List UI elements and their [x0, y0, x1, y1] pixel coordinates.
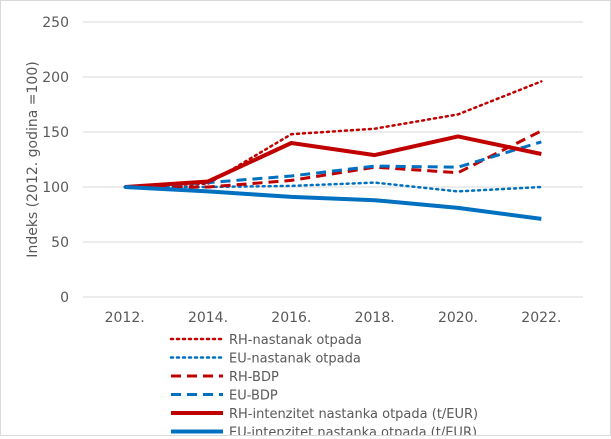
x-tick-label: 2020.	[438, 310, 478, 326]
y-tick-label: 0	[60, 290, 69, 306]
x-tick-label: 2016.	[271, 310, 311, 326]
legend-label: RH-intenzitet nastanka otpada (t/EUR)	[229, 407, 478, 422]
y-tick-label: 200	[42, 70, 69, 86]
x-tick-label: 2014.	[188, 310, 228, 326]
y-tick-label: 250	[42, 15, 69, 31]
legend-label: RH-BDP	[229, 370, 279, 385]
series-line	[124, 129, 543, 189]
series-line	[124, 134, 542, 189]
legend-label: EU-BDP	[229, 389, 278, 404]
x-tick-label: 2012.	[105, 310, 145, 326]
legend-label: EU-nastanak otpada	[229, 352, 361, 367]
x-tick-label: 2022.	[521, 310, 561, 326]
series-line	[123, 181, 543, 193]
x-tick-label: 2018.	[355, 310, 395, 326]
legend-label: RH-nastanak otpada	[229, 333, 362, 348]
y-tick-label: 50	[51, 235, 69, 251]
series-line	[123, 80, 543, 189]
legend-label: EU-intenzitet nastanka otpada (t/EUR)	[229, 426, 477, 436]
y-axis-label: Indeks (2012. godina =100)	[25, 61, 41, 257]
y-tick-label: 150	[42, 125, 69, 141]
series-line	[124, 185, 542, 221]
y-tick-label: 100	[42, 180, 69, 196]
